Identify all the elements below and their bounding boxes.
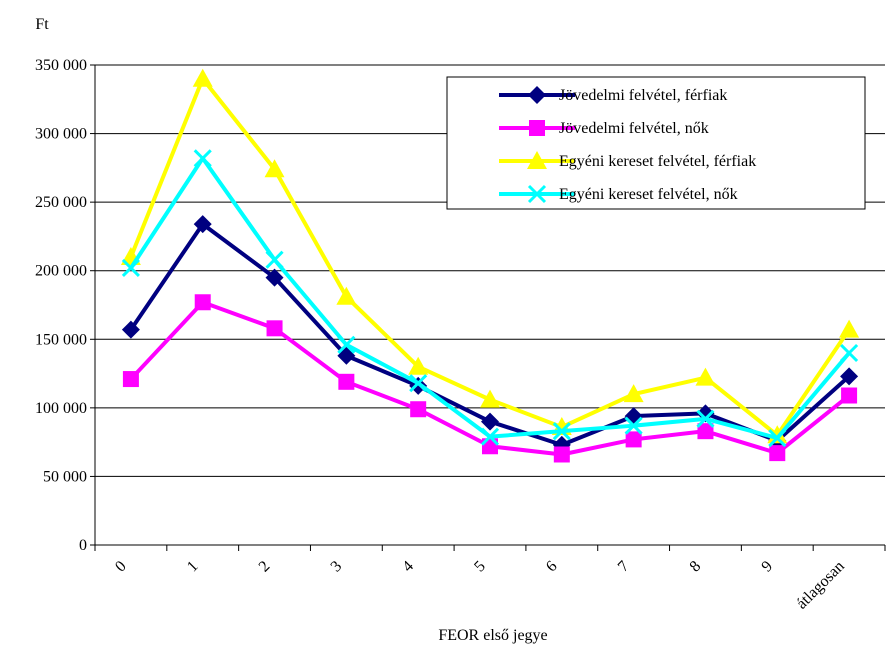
- y-tick-label: 100 000: [35, 400, 87, 417]
- x-axis-title: FEOR első jegye: [438, 627, 547, 644]
- legend-item: Jövedelmi felvétel, férfiak: [499, 86, 727, 104]
- series-1: [121, 215, 859, 454]
- data-point: [767, 425, 788, 444]
- x-tick-label: 5: [471, 558, 489, 576]
- legend-label: Jövedelmi felvétel, férfiak: [559, 87, 727, 104]
- data-point: [839, 319, 860, 338]
- data-point: [696, 409, 715, 428]
- legend-item: Egyéni kereset felvétel, férfiak: [499, 151, 756, 170]
- x-tick-label: 0: [112, 558, 130, 576]
- data-point: [266, 320, 283, 337]
- data-point: [122, 371, 139, 388]
- data-point: [695, 367, 716, 386]
- x-tick-label: 1: [184, 558, 202, 576]
- data-point: [408, 356, 429, 375]
- y-axis-title: Ft: [35, 16, 49, 33]
- legend-label: Egyéni kereset felvétel, férfiak: [559, 153, 756, 170]
- data-point: [193, 149, 212, 168]
- data-point: [552, 422, 571, 441]
- data-point: [481, 412, 499, 431]
- series-line: [129, 222, 851, 447]
- data-point: [193, 215, 212, 234]
- data-point: [623, 384, 644, 403]
- data-point: [840, 343, 859, 363]
- series-line: [129, 300, 851, 457]
- data-point: [265, 250, 284, 269]
- legend-label: Jövedelmi felvétel, nők: [559, 120, 709, 137]
- data-point: [121, 258, 140, 278]
- data-point: [480, 427, 500, 446]
- data-point: [410, 401, 427, 418]
- x-tick-label: 7: [615, 558, 633, 576]
- data-point: [336, 286, 357, 305]
- series-4: [121, 149, 859, 448]
- x-tick-label: 4: [399, 558, 417, 576]
- x-tick-label: 9: [758, 558, 776, 576]
- data-point: [769, 445, 786, 462]
- x-tick-label: 2: [256, 558, 274, 576]
- data-point: [768, 428, 787, 448]
- legend-box: [446, 76, 866, 210]
- legend-marker: [529, 120, 545, 136]
- data-point: [264, 159, 285, 178]
- legend-marker: [527, 151, 547, 169]
- y-tick-label: 200 000: [35, 263, 87, 280]
- legend-label: Egyéni kereset felvétel, nők: [559, 186, 738, 203]
- x-tick-label: átlagosan: [793, 558, 848, 613]
- y-tick-label: 300 000: [35, 126, 87, 143]
- x-tick-label: 6: [543, 558, 561, 576]
- data-point: [840, 367, 859, 386]
- data-point: [697, 423, 714, 440]
- series-2: [122, 294, 858, 463]
- series-3: [120, 68, 860, 444]
- data-point: [553, 446, 570, 463]
- data-point: [480, 389, 500, 408]
- data-point: [337, 335, 356, 354]
- legend: Jövedelmi felvétel, férfiak Jövedelmi fel…: [446, 76, 866, 210]
- y-tick-label: 0: [79, 537, 87, 554]
- data-point: [624, 407, 643, 426]
- legend-item: Egyéni kereset felvétel, nők: [499, 184, 738, 204]
- x-tick-label: 3: [328, 558, 346, 576]
- data-point: [192, 68, 213, 87]
- data-point: [265, 268, 284, 287]
- data-point: [194, 294, 211, 311]
- data-point: [121, 320, 140, 339]
- y-tick-label: 350 000: [35, 57, 87, 74]
- y-tick-label: 250 000: [35, 194, 87, 211]
- data-point: [625, 431, 642, 448]
- x-tick-label: 8: [687, 558, 705, 576]
- data-point: [841, 387, 858, 404]
- legend-item: Jövedelmi felvétel, nők: [499, 120, 709, 137]
- data-point: [409, 374, 428, 393]
- legend-marker: [527, 184, 547, 204]
- legend-marker: [528, 86, 546, 104]
- data-point: [338, 373, 355, 390]
- y-tick-label: 150 000: [35, 331, 87, 348]
- y-tick-label: 50 000: [43, 468, 87, 485]
- data-point: [624, 416, 643, 435]
